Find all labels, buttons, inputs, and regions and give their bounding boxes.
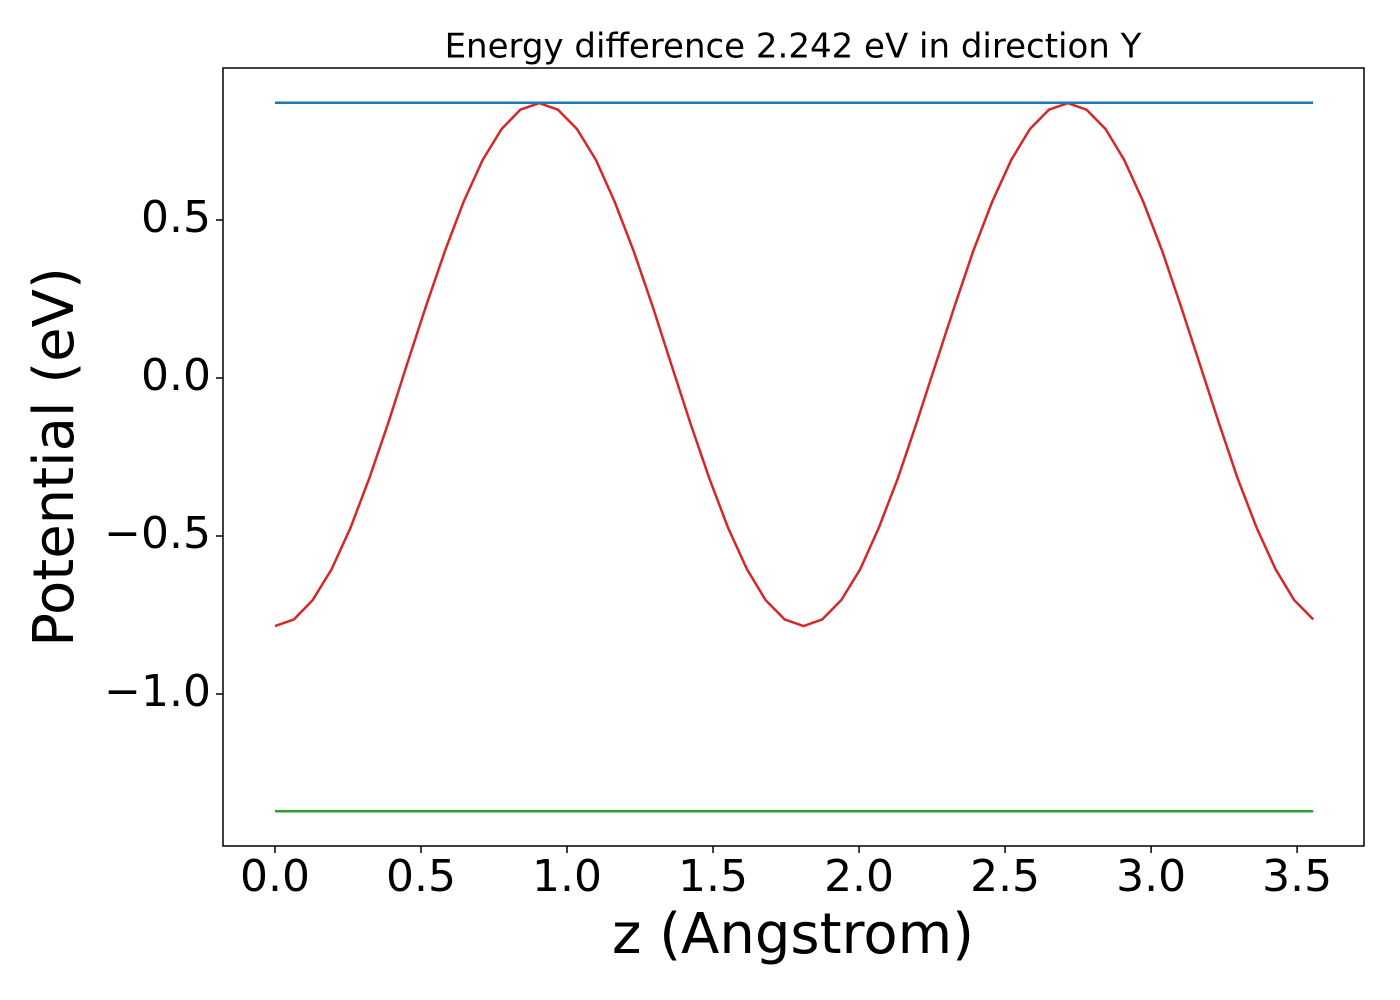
x-tick-label: 1.0 — [532, 851, 602, 902]
x-tick-label: 3.0 — [1116, 851, 1186, 902]
x-axis-label: z (Angstrom) — [612, 902, 974, 967]
data-line — [274, 101, 1315, 628]
y-axis-label: Potential (eV) — [22, 267, 87, 647]
y-tick-label: −1.0 — [104, 666, 211, 717]
x-tick-label: 0.5 — [386, 851, 456, 902]
y-tick-label: 0.5 — [141, 192, 211, 243]
x-tick-label: 3.5 — [1262, 851, 1332, 902]
chart-title: Energy difference 2.242 eV in direction … — [445, 27, 1142, 67]
y-tick-label: −0.5 — [104, 508, 211, 559]
y-tick-label: 0.0 — [141, 350, 211, 401]
x-tick-label: 2.5 — [970, 851, 1040, 902]
x-tick-label: 0.0 — [240, 851, 310, 902]
x-tick-label: 2.0 — [824, 851, 894, 902]
x-tick-label: 1.5 — [678, 851, 748, 902]
plot-frame — [222, 67, 1365, 847]
